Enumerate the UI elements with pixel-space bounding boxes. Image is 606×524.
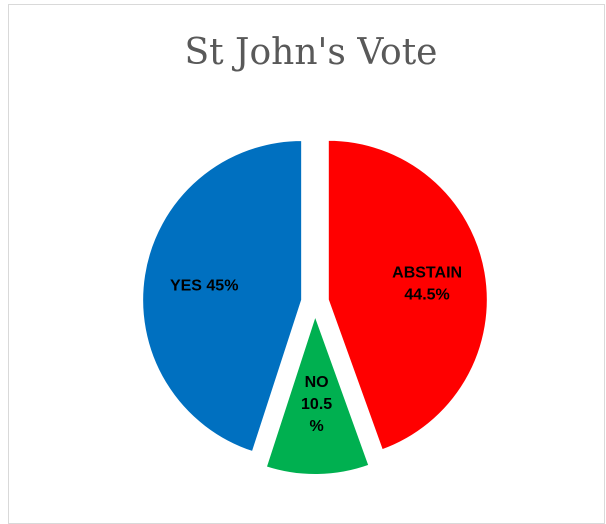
chart-title: St John's Vote — [184, 32, 438, 73]
pie-slice-abstain — [326, 138, 489, 452]
pie-chart: ABSTAIN 44.5% NO 10.5 % YES 45% — [141, 138, 489, 476]
pie-slice-no — [264, 311, 371, 476]
pie-slice-yes — [141, 138, 304, 454]
data-label-no: NO 10.5% — [301, 374, 332, 435]
data-label-yes: YES 45% — [170, 277, 238, 294]
data-label-abstain: ABSTAIN 44.5% — [392, 264, 462, 303]
